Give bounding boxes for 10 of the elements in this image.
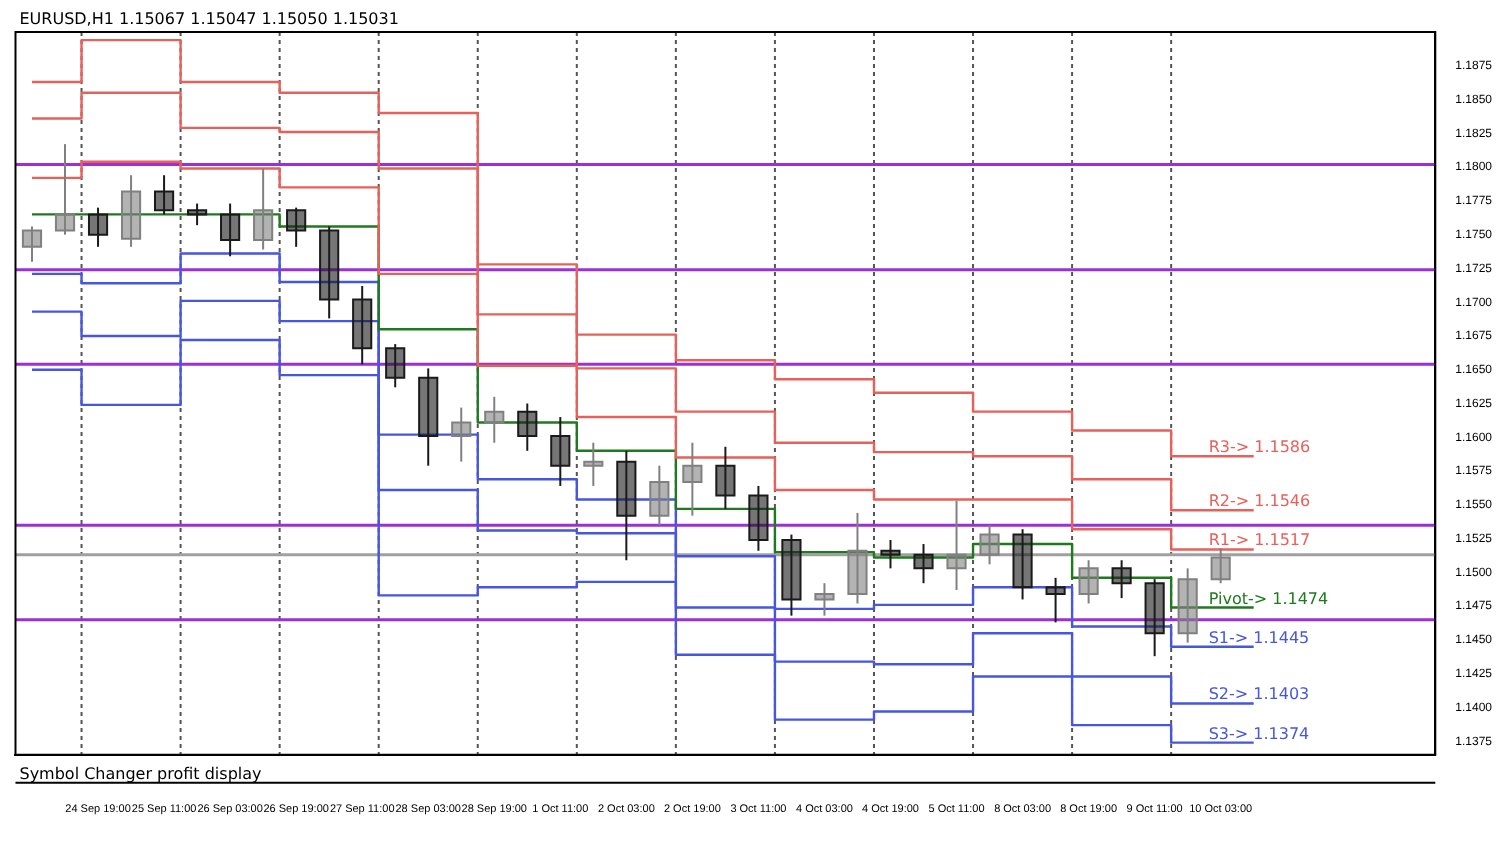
annotation: R1-> 1.1517 xyxy=(1208,531,1311,550)
annotation: R2-> 1.1546 xyxy=(1208,492,1311,511)
chart-subtitle: EURUSD,H1 1.15067 1.15047 1.15050 1.15031 xyxy=(19,10,399,28)
annotation: S1-> 1.1445 xyxy=(1208,628,1310,647)
text: Symbol Changer profit display xyxy=(19,764,263,783)
annotation: Pivot-> 1.1474 xyxy=(1208,589,1329,608)
annotation: S2-> 1.1403 xyxy=(1208,685,1310,704)
candlestick xyxy=(781,533,802,617)
annotation: R3-> 1.1586 xyxy=(1208,438,1311,457)
annotation: S3-> 1.1374 xyxy=(1208,724,1310,743)
